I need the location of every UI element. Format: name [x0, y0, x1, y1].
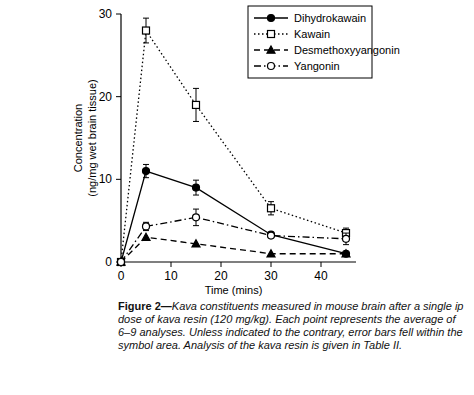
- error-cap: [193, 209, 199, 210]
- series-line: [121, 31, 346, 262]
- error-cap: [193, 88, 199, 89]
- data-point: [118, 259, 125, 266]
- data-point: [142, 233, 150, 240]
- y-axis-label: Concentration: [72, 104, 84, 173]
- legend-label: Yangonin: [294, 60, 340, 72]
- error-bar: [193, 209, 199, 226]
- error-cap: [268, 201, 274, 202]
- x-tick-label: 10: [164, 269, 178, 283]
- error-cap: [343, 233, 349, 234]
- data-point: [118, 259, 125, 266]
- data-point: [192, 240, 200, 247]
- legend-label: Desmethoxyyangonin: [294, 44, 400, 56]
- x-tick-label: 0: [118, 269, 125, 283]
- x-tick-label: 40: [314, 269, 328, 283]
- legend-label: Kawain: [294, 28, 330, 40]
- y-tick: [116, 14, 121, 15]
- chart: 0 10 20 30 0 10 20 30 40 Time (mins) Concentration…: [0, 0, 474, 300]
- legend-marker: [268, 31, 275, 38]
- series-line: [121, 217, 346, 262]
- y-tick: [116, 96, 121, 97]
- x-tick: [321, 262, 322, 267]
- x-tick: [271, 262, 272, 267]
- data-point: [268, 231, 275, 238]
- error-cap: [193, 195, 199, 196]
- error-cap: [143, 18, 149, 19]
- error-bar: [193, 180, 199, 195]
- error-cap: [193, 225, 199, 226]
- caption-label: Figure 2—: [118, 300, 172, 312]
- data-point: [193, 184, 200, 191]
- legend-marker: [268, 63, 275, 70]
- error-cap: [268, 214, 274, 215]
- error-cap: [143, 164, 149, 165]
- data-point: [143, 27, 150, 34]
- error-bar: [143, 18, 149, 43]
- y-tick: [116, 179, 121, 180]
- error-cap: [143, 177, 149, 178]
- data-point: [268, 232, 275, 239]
- y-axis-label: (ng/mg wet brain tissue): [86, 79, 98, 196]
- data-point: [118, 259, 125, 266]
- series-line: [121, 171, 346, 262]
- error-cap: [193, 121, 199, 122]
- x-axis-label: Time (mins): [205, 284, 263, 296]
- x-tick: [171, 262, 172, 267]
- y-tick-label: 20: [99, 90, 113, 104]
- y-axis: [120, 14, 121, 262]
- y-tick-label: 10: [99, 172, 113, 186]
- legend-marker: [268, 15, 275, 22]
- legend-marker: [267, 46, 275, 53]
- data-point: [343, 250, 350, 257]
- x-tick: [221, 262, 222, 267]
- error-cap: [193, 180, 199, 181]
- error-cap: [343, 228, 349, 229]
- legend-box: [248, 6, 372, 78]
- error-bar: [268, 202, 274, 215]
- error-bar: [143, 164, 149, 177]
- y-tick-label: 30: [99, 7, 113, 21]
- data-point: [267, 250, 275, 257]
- data-point: [343, 235, 350, 242]
- error-cap: [343, 244, 349, 245]
- caption: Figure 2—Kava constituents measured in m…: [118, 300, 470, 352]
- error-bar: [343, 233, 349, 245]
- data-point: [193, 101, 200, 108]
- series-line: [121, 237, 346, 262]
- error-bar: [143, 222, 149, 230]
- data-point: [143, 168, 150, 175]
- data-point: [193, 214, 200, 221]
- x-tick-label: 30: [264, 269, 278, 283]
- y-tick-label: 0: [105, 255, 112, 269]
- data-point: [117, 258, 125, 265]
- error-cap: [143, 42, 149, 43]
- x-tick-label: 20: [214, 269, 228, 283]
- data-point: [268, 205, 275, 212]
- data-point: [143, 223, 150, 230]
- error-bar: [193, 88, 199, 121]
- legend: Dihydrokawain Kawain Desmethoxyyangonin Yan…: [248, 6, 400, 78]
- data-point: [342, 250, 350, 257]
- legend-label: Dihydrokawain: [294, 12, 366, 24]
